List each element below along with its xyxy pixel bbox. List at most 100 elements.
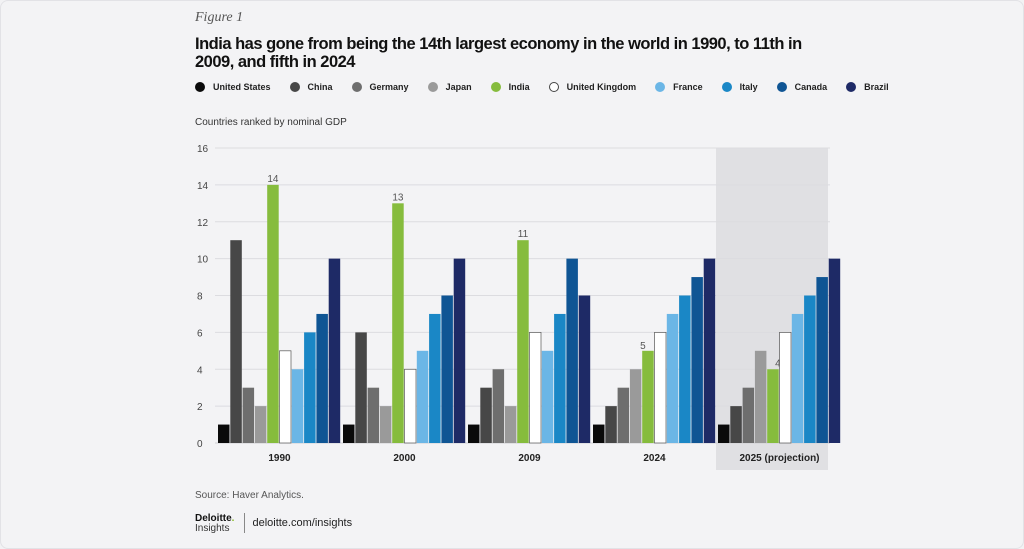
- bar: [828, 258, 841, 443]
- y-tick-label: 16: [197, 144, 209, 155]
- legend-label: Italy: [739, 82, 758, 92]
- bar: [791, 313, 804, 443]
- y-axis-label: Countries ranked by nominal GDP: [195, 117, 347, 128]
- bar: [654, 332, 667, 444]
- x-tick-label: 2009: [518, 453, 541, 464]
- legend-swatch: [195, 82, 205, 92]
- bar: [404, 368, 417, 444]
- data-label: 4: [775, 358, 781, 369]
- bar: [254, 406, 267, 443]
- bar: [779, 332, 792, 444]
- legend-label: China: [307, 82, 333, 92]
- bar: [480, 387, 492, 443]
- bar: [242, 387, 255, 443]
- x-tick-label: 1990: [268, 453, 291, 464]
- bar: [218, 424, 230, 443]
- bar: [578, 295, 591, 443]
- legend-item: Canada: [776, 82, 827, 92]
- legend-item: Germany: [351, 82, 409, 92]
- bar: [291, 369, 304, 443]
- legend-swatch: [655, 82, 666, 92]
- legend-swatch: [776, 82, 787, 92]
- bar: [617, 387, 630, 443]
- legend-item: Brazil: [846, 82, 889, 92]
- y-tick-label: 14: [197, 181, 209, 192]
- source-note: Source: Haver Analytics.: [195, 490, 304, 501]
- bar: [468, 424, 480, 443]
- figure-label: Figure 1: [195, 10, 244, 25]
- bar: [816, 277, 828, 443]
- bar: [541, 350, 554, 443]
- footer-brand: Deloitte. Insights deloitte.com/insights: [195, 512, 352, 534]
- data-label: 13: [392, 192, 404, 203]
- legend-item: Italy: [721, 82, 758, 92]
- y-tick-label: 2: [197, 402, 203, 413]
- bar: [304, 332, 316, 443]
- logo-sub: Insights: [195, 523, 230, 534]
- bar: [453, 258, 466, 443]
- bar: [804, 295, 816, 443]
- bar: [754, 350, 767, 443]
- bar: [416, 350, 429, 443]
- logo-dot: .: [231, 513, 235, 524]
- deloitte-insights-logo: Deloitte. Insights: [195, 512, 234, 534]
- legend-item: France: [655, 82, 703, 92]
- y-tick-label: 8: [197, 292, 203, 303]
- bar: [566, 258, 578, 443]
- legend-item: United States: [195, 82, 271, 92]
- chart-legend: United States China Germany Japan India Unite…: [195, 82, 908, 92]
- logo-name: Deloitte: [195, 513, 232, 524]
- bar: [730, 406, 742, 443]
- legend-label: India: [508, 82, 530, 92]
- x-tick-label: 2000: [393, 453, 416, 464]
- legend-item: United Kingdom: [548, 82, 636, 92]
- chart-title: India has gone from being the 14th large…: [195, 35, 802, 71]
- bar: [679, 295, 691, 443]
- legend-swatch: [427, 82, 438, 92]
- bar: [355, 332, 367, 443]
- bar: [593, 424, 605, 443]
- legend-swatch: [351, 82, 362, 92]
- footer-divider: [244, 513, 246, 533]
- bar: [517, 240, 529, 443]
- legend-swatch: [548, 82, 559, 92]
- bar: [554, 313, 566, 443]
- bar: [392, 203, 404, 443]
- bar: [279, 350, 292, 444]
- insights-link[interactable]: deloitte.com/insights: [252, 517, 353, 529]
- data-label: 14: [267, 174, 279, 185]
- bar: [767, 369, 779, 443]
- bar: [666, 313, 679, 443]
- bar: [379, 406, 392, 443]
- data-label: 5: [640, 341, 646, 352]
- x-tick-label: 2025 (projection): [739, 453, 819, 464]
- bar: [367, 387, 380, 443]
- legend-label: Brazil: [864, 82, 889, 92]
- y-tick-label: 6: [197, 328, 203, 339]
- legend-label: Germany: [369, 82, 409, 92]
- y-tick-label: 10: [197, 255, 209, 266]
- x-tick-label: 2024: [643, 453, 666, 464]
- legend-item: Japan: [427, 82, 472, 92]
- legend-item: India: [490, 82, 530, 92]
- bar: [429, 313, 441, 443]
- y-tick-label: 12: [197, 218, 209, 229]
- legend-label: Japan: [445, 82, 472, 92]
- bar: [267, 184, 279, 443]
- bar: [492, 369, 505, 443]
- legend-swatch: [289, 82, 300, 92]
- legend-swatch: [846, 82, 857, 92]
- bar: [629, 369, 642, 443]
- bar: [742, 387, 755, 443]
- legend-label: France: [673, 82, 703, 92]
- bar: [343, 424, 355, 443]
- bar: [605, 406, 617, 443]
- bar: [328, 258, 341, 443]
- bar: [718, 424, 730, 443]
- bar: [529, 332, 542, 444]
- bar: [230, 240, 242, 443]
- bar: [642, 350, 654, 443]
- bar: [703, 258, 716, 443]
